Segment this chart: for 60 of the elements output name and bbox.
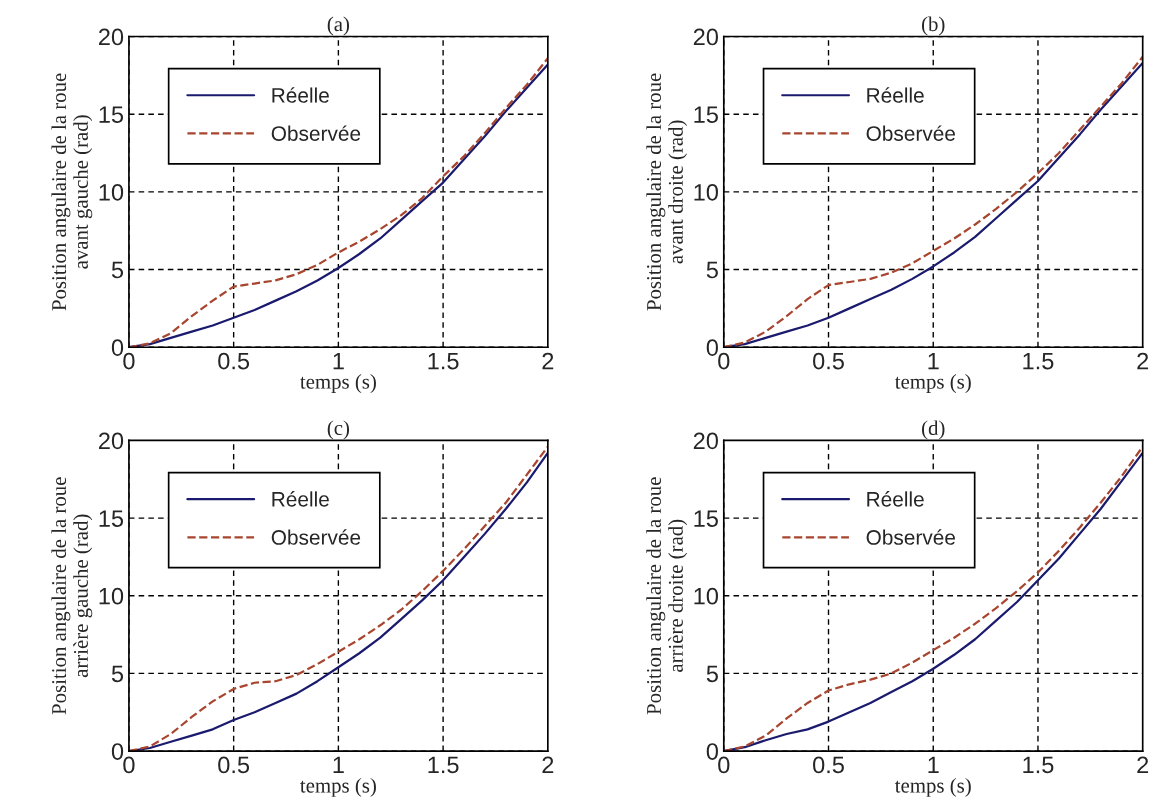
legend-label: Observée	[271, 125, 361, 141]
y-tick-label: 15	[694, 510, 718, 527]
legend-label: Observée	[866, 529, 955, 545]
x-tick-label: 1	[928, 352, 939, 370]
x-axis-title: temps (s)	[300, 777, 376, 797]
x-tick-label: 1	[333, 352, 344, 370]
x-tick-label: 1.5	[428, 352, 459, 370]
x-axis-title: temps (s)	[894, 374, 971, 393]
x-tick-label: 0.5	[813, 352, 844, 370]
y-tick-label: 10	[694, 587, 718, 605]
y-tick-label: 20	[98, 28, 124, 46]
y-tick-label: 0	[111, 743, 124, 760]
x-tick-label: 0	[123, 352, 135, 370]
x-tick-label: 1.5	[428, 756, 459, 774]
x-tick-label: 0.5	[218, 756, 250, 774]
y-tick-label: 20	[98, 432, 124, 450]
x-tick-label: 2	[542, 352, 554, 370]
y-tick-label: 15	[99, 106, 124, 123]
y-tick-label: 10	[694, 183, 718, 201]
chart-title: (c)	[327, 420, 350, 440]
y-axis-title: Position angulaire de la roue avant droite (rad)	[646, 73, 688, 311]
y-tick-label: 20	[693, 28, 718, 46]
chart-title: (a)	[327, 16, 350, 36]
y-tick-label: 5	[111, 665, 124, 683]
y-tick-label: 15	[694, 106, 718, 123]
legend-label: Observée	[271, 529, 361, 545]
y-axis-title: Position angulaire de la roue arrière droite (rad)	[646, 477, 688, 715]
y-tick-label: 0	[706, 339, 718, 357]
legend-label: Réelle	[867, 491, 924, 507]
x-tick-label: 1	[928, 756, 939, 774]
y-axis-title: Position angulaire de la roue arrière gauche (rad)	[51, 477, 93, 715]
y-axis-title: Position angulaire de la roue avant gauche (rad)	[51, 73, 93, 311]
x-tick-label: 0	[718, 352, 730, 370]
y-tick-label: 20	[693, 432, 718, 450]
y-tick-label: 10	[99, 587, 124, 605]
x-tick-label: 0	[123, 756, 135, 774]
x-axis-title: temps (s)	[300, 374, 376, 393]
x-tick-label: 0.5	[813, 756, 844, 774]
y-tick-label: 0	[111, 339, 124, 357]
x-tick-label: 1.5	[1023, 756, 1054, 774]
x-tick-label: 0.5	[218, 352, 250, 370]
x-axis-title: temps (s)	[894, 777, 971, 797]
y-tick-label: 10	[99, 183, 124, 201]
legend-label: Réelle	[272, 87, 329, 103]
x-tick-label: 2	[1137, 352, 1149, 370]
x-tick-label: 1	[333, 756, 344, 774]
x-tick-label: 2	[542, 756, 554, 774]
x-tick-label: 0	[718, 756, 730, 774]
y-tick-label: 5	[706, 261, 718, 279]
chart-title: (b)	[922, 16, 945, 36]
legend-label: Réelle	[867, 87, 924, 103]
x-tick-label: 2	[1137, 756, 1149, 774]
y-tick-label: 15	[99, 510, 124, 527]
chart-title: (d)	[922, 420, 945, 440]
x-tick-label: 1.5	[1023, 352, 1054, 370]
legend-label: Observée	[866, 125, 955, 141]
y-tick-label: 0	[706, 743, 718, 760]
y-tick-label: 5	[706, 665, 718, 683]
y-tick-label: 5	[111, 261, 124, 279]
legend-label: Réelle	[272, 491, 329, 507]
